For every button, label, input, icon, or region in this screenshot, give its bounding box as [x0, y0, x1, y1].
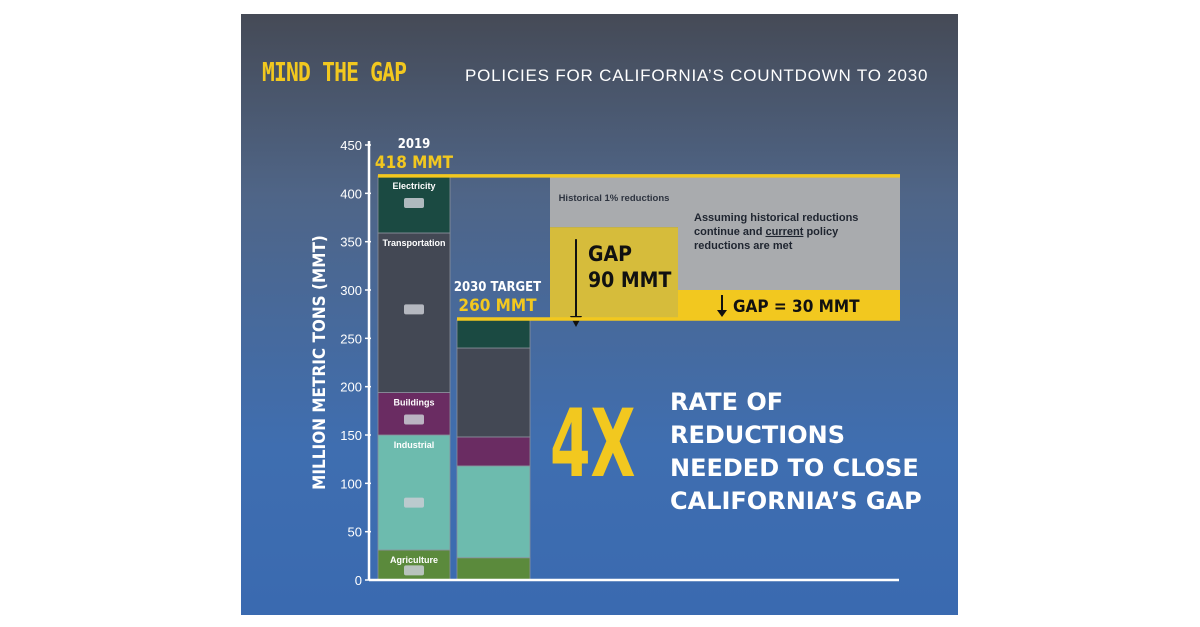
rate-callout: RATE OF REDUCTIONS NEEDED TO CLOSE CALIF… — [670, 386, 958, 518]
series-label-buildings: Buildings — [394, 397, 435, 407]
arrow-down-icon — [717, 310, 727, 317]
bar-value-label-2030: 260 MMT — [458, 296, 537, 316]
rate-callout-line-1: RATE OF — [670, 388, 784, 416]
current-policy-label-line-2: continue and current policy — [694, 226, 839, 238]
y-tick-label-300: 300 — [340, 283, 362, 298]
y-axis-title: MILLION METRIC TONS (MMT) — [310, 235, 330, 490]
y-tick-label-350: 350 — [340, 235, 362, 250]
series-label-agriculture: Agriculture — [390, 555, 438, 565]
y-tick-label-200: 200 — [340, 380, 362, 395]
y-tick-label-250: 250 — [340, 331, 362, 346]
y-tick-label-150: 150 — [340, 428, 362, 443]
current-policy-label-line-3: reductions are met — [694, 240, 793, 252]
bar-segment-buildings-2030 — [456, 436, 531, 467]
industrial-icon — [404, 497, 424, 508]
gap-90-box — [550, 227, 678, 319]
page-subtitle: POLICIES FOR CALIFORNIA’S COUNTDOWN TO 2… — [465, 66, 929, 85]
y-tick-label-50: 50 — [348, 525, 362, 540]
bar-segment-industrial-2030 — [456, 465, 531, 559]
gap-chart: 0 50 100 150 200 250 300 350 400 450 MILLION METRI… — [310, 137, 900, 588]
rate-callout-line-3: NEEDED TO CLOSE — [670, 454, 919, 482]
bar-segment-transportation-2030 — [456, 347, 531, 438]
series-label-electricity: Electricity — [392, 181, 435, 191]
gap-30-label: GAP = 30 MMT — [733, 297, 860, 317]
transportation-icon — [404, 304, 424, 315]
gap-90-label-line-1: GAP — [588, 242, 632, 266]
series-label-transportation: Transportation — [382, 238, 445, 248]
bar-category-label-2019: 2019 — [398, 137, 431, 152]
bar-value-label-2019: 418 MMT — [375, 153, 454, 173]
series-label-industrial: Industrial — [394, 440, 435, 450]
multiplier-callout: 4X — [550, 390, 636, 499]
agriculture-icon — [404, 565, 424, 576]
gap-90-label-line-2: 90 MMT — [588, 268, 671, 292]
buildings-icon — [404, 414, 424, 425]
historical-reductions-label: Historical 1% reductions — [559, 193, 670, 204]
rate-callout-line-2: REDUCTIONS — [670, 421, 845, 449]
y-tick-label-100: 100 — [340, 476, 362, 491]
y-tick-label-400: 400 — [340, 186, 362, 201]
gap-30-box — [678, 290, 900, 319]
bar-segment-industrial-2019 — [377, 434, 451, 551]
current-policy-box — [678, 175, 900, 290]
y-tick-label-0: 0 — [355, 573, 362, 588]
historical-reductions-box — [550, 175, 678, 228]
infographic-panel: MIND THE GAP POLICIES FOR CALIFORNIA’S C… — [241, 14, 958, 615]
electricity-icon — [404, 198, 424, 208]
bar-segment-agriculture-2030 — [456, 557, 531, 581]
bar-category-label-2030: 2030 TARGET — [454, 280, 541, 295]
current-policy-label-line-1: Assuming historical reductions — [694, 212, 858, 224]
y-tick-label-450: 450 — [340, 138, 362, 153]
page-title: MIND THE GAP — [262, 58, 407, 88]
bar-segment-electricity-2030 — [456, 319, 531, 349]
rate-callout-line-4: CALIFORNIA’S GAP — [670, 487, 922, 515]
